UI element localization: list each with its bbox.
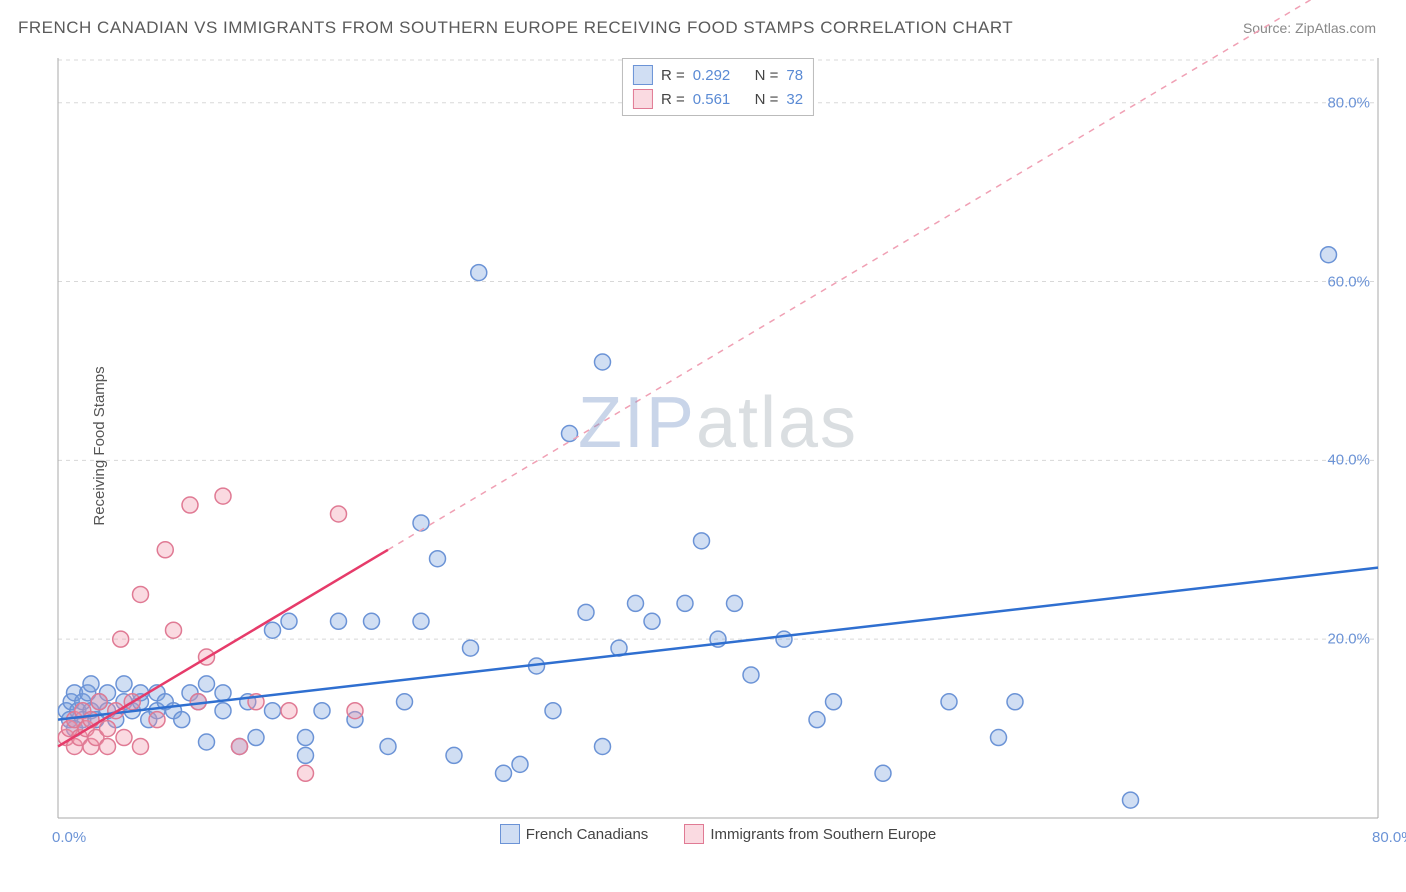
legend-swatch — [633, 65, 653, 85]
y-tick-label: 60.0% — [1327, 273, 1370, 290]
chart-title: FRENCH CANADIAN VS IMMIGRANTS FROM SOUTH… — [18, 18, 1013, 38]
legend-label: Immigrants from Southern Europe — [710, 826, 936, 843]
legend-r-label: R = — [661, 67, 685, 84]
x-tick-label: 80.0% — [1372, 829, 1406, 846]
legend-row: R = 0.561 N = 32 — [633, 87, 803, 111]
legend-n-label: N = — [755, 67, 779, 84]
legend-correlation: R = 0.292 N = 78 R = 0.561 N = 32 — [622, 58, 814, 116]
source-label: Source: ZipAtlas.com — [1243, 20, 1376, 36]
y-tick-label: 20.0% — [1327, 631, 1370, 648]
legend-r-label: R = — [661, 91, 685, 108]
legend-n-value: 32 — [786, 91, 803, 108]
legend-item: French Canadians — [500, 824, 649, 844]
legend-row: R = 0.292 N = 78 — [633, 63, 803, 87]
legend-label: French Canadians — [526, 826, 649, 843]
legend-item: Immigrants from Southern Europe — [684, 824, 936, 844]
legend-swatch — [684, 824, 704, 844]
plot-area: ZIPatlas R =0.292 N =78R =0.561 N =32 Fr… — [58, 58, 1378, 818]
legend-n-value: 78 — [786, 67, 803, 84]
legend-n-label: N = — [755, 91, 779, 108]
legend-series: French Canadians Immigrants from Southern… — [58, 824, 1378, 848]
scatter-chart — [58, 58, 1378, 818]
legend-r-value: 0.292 — [693, 67, 731, 84]
legend-r-value: 0.561 — [693, 91, 731, 108]
legend-swatch — [500, 824, 520, 844]
y-tick-label: 40.0% — [1327, 452, 1370, 469]
legend-swatch — [633, 89, 653, 109]
y-tick-label: 80.0% — [1327, 94, 1370, 111]
x-tick-label: 0.0% — [52, 829, 86, 846]
